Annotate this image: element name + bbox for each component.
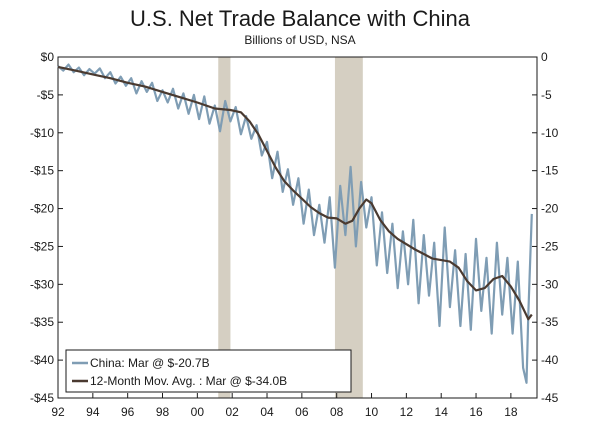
x-tick-label: 16 bbox=[469, 405, 483, 419]
x-tick-label: 18 bbox=[504, 405, 518, 419]
series-china-line bbox=[57, 63, 533, 384]
y-tick-label-right: -40 bbox=[541, 353, 559, 367]
x-tick-label: 14 bbox=[435, 405, 449, 419]
y-tick-label-right: -25 bbox=[541, 239, 559, 253]
legend-label-1: 12-Month Mov. Avg. : Mar @ $-34.0B bbox=[90, 374, 287, 388]
x-tick-label: 04 bbox=[260, 405, 274, 419]
recession-band-1 bbox=[334, 57, 363, 398]
x-tick-label: 10 bbox=[365, 405, 379, 419]
x-tick-label: 08 bbox=[330, 405, 344, 419]
y-tick-label-left: -$45 bbox=[30, 391, 54, 405]
y-tick-label-left: -$20 bbox=[30, 202, 54, 216]
x-tick-label: 98 bbox=[156, 405, 170, 419]
chart-subtitle: Billions of USD, NSA bbox=[244, 33, 356, 47]
x-tick-label: 94 bbox=[86, 405, 100, 419]
x-tick-label: 92 bbox=[51, 405, 65, 419]
y-tick-label-left: -$35 bbox=[30, 315, 54, 329]
y-tick-label-left: -$25 bbox=[30, 239, 54, 253]
y-tick-label-left: -$15 bbox=[30, 164, 54, 178]
x-tick-label: 96 bbox=[121, 405, 135, 419]
series-moving-avg-line bbox=[57, 65, 533, 321]
y-tick-label-left: -$10 bbox=[30, 126, 54, 140]
x-tick-label: 00 bbox=[191, 405, 205, 419]
legend-box bbox=[65, 349, 352, 393]
y-tick-label-right: -5 bbox=[541, 88, 552, 102]
x-tick-label: 12 bbox=[400, 405, 414, 419]
x-tick-label: 02 bbox=[226, 405, 240, 419]
y-tick-label-left: -$5 bbox=[37, 88, 55, 102]
y-tick-label-left: -$40 bbox=[30, 353, 54, 367]
y-tick-label-left: $0 bbox=[41, 50, 55, 64]
y-tick-label-right: 0 bbox=[541, 50, 548, 64]
plot-frame bbox=[57, 56, 538, 399]
x-tick-label: 06 bbox=[295, 405, 309, 419]
chart-title: U.S. Net Trade Balance with China bbox=[130, 6, 470, 31]
y-tick-label-right: -30 bbox=[541, 277, 559, 291]
y-tick-label-right: -15 bbox=[541, 164, 559, 178]
y-tick-label-right: -10 bbox=[541, 126, 559, 140]
y-tick-label-left: -$30 bbox=[30, 277, 54, 291]
y-tick-label-right: -35 bbox=[541, 315, 559, 329]
y-tick-label-right: -20 bbox=[541, 202, 559, 216]
recession-band-0 bbox=[218, 57, 231, 398]
legend-label-0: China: Mar @ $-20.7B bbox=[90, 356, 210, 370]
y-tick-label-right: -45 bbox=[541, 391, 559, 405]
